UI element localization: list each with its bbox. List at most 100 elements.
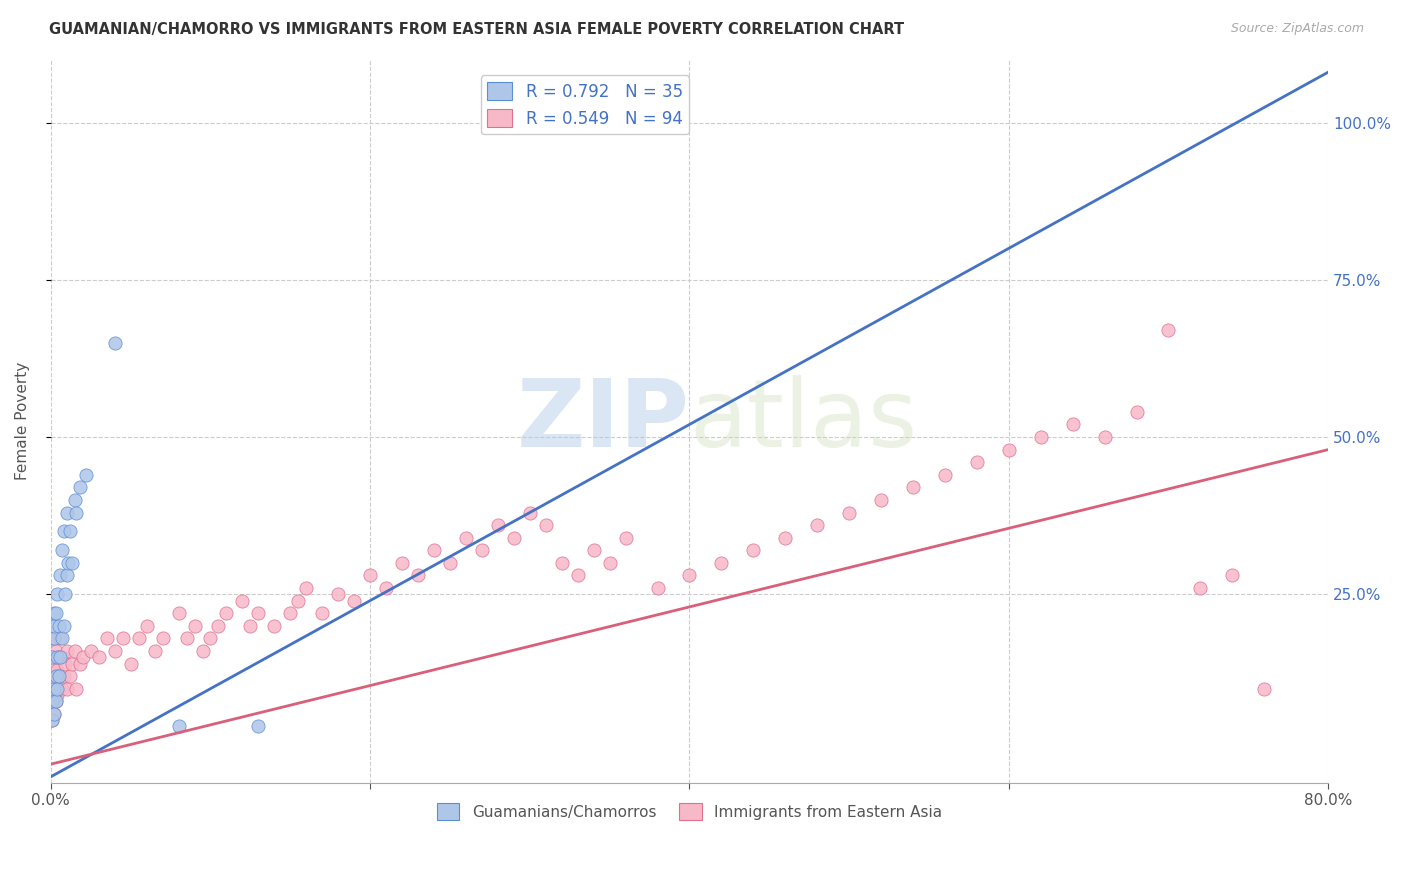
Point	[1157, 323, 1180, 337]
Point	[901, 480, 924, 494]
Point	[328, 587, 350, 601]
Point	[48, 650, 70, 665]
Point	[391, 556, 413, 570]
Point	[454, 531, 477, 545]
Point	[406, 568, 429, 582]
Point	[63, 644, 86, 658]
Point	[614, 531, 637, 545]
Point	[1220, 568, 1243, 582]
Point	[176, 632, 198, 646]
Point	[775, 531, 797, 545]
Point	[111, 632, 134, 646]
Point	[295, 581, 318, 595]
Point	[45, 644, 67, 658]
Point	[678, 568, 700, 582]
Point	[806, 518, 828, 533]
Point	[48, 681, 70, 696]
Point	[56, 506, 79, 520]
Point	[65, 681, 87, 696]
Point	[48, 669, 70, 683]
Point	[45, 669, 67, 683]
Point	[1253, 681, 1275, 696]
Text: Source: ZipAtlas.com: Source: ZipAtlas.com	[1230, 22, 1364, 36]
Point	[247, 606, 270, 620]
Point	[69, 480, 91, 494]
Point	[46, 650, 69, 665]
Point	[96, 632, 118, 646]
Point	[42, 619, 65, 633]
Point	[75, 467, 97, 482]
Point	[49, 650, 72, 665]
Point	[49, 568, 72, 582]
Point	[52, 619, 75, 633]
Point	[51, 543, 73, 558]
Point	[120, 657, 142, 671]
Point	[41, 694, 63, 708]
Point	[486, 518, 509, 533]
Point	[551, 556, 574, 570]
Point	[207, 619, 229, 633]
Point	[191, 644, 214, 658]
Point	[42, 681, 65, 696]
Point	[519, 506, 541, 520]
Text: GUAMANIAN/CHAMORRO VS IMMIGRANTS FROM EASTERN ASIA FEMALE POVERTY CORRELATION CH: GUAMANIAN/CHAMORRO VS IMMIGRANTS FROM EA…	[49, 22, 904, 37]
Point	[1094, 430, 1116, 444]
Point	[53, 657, 76, 671]
Point	[46, 688, 69, 702]
Point	[375, 581, 398, 595]
Point	[42, 632, 65, 646]
Point	[231, 593, 253, 607]
Point	[72, 650, 94, 665]
Point	[359, 568, 381, 582]
Point	[69, 657, 91, 671]
Point	[343, 593, 366, 607]
Text: atlas: atlas	[689, 376, 918, 467]
Point	[45, 694, 67, 708]
Point	[56, 681, 79, 696]
Point	[45, 606, 67, 620]
Point	[135, 619, 157, 633]
Point	[104, 335, 127, 350]
Point	[311, 606, 333, 620]
Point	[42, 606, 65, 620]
Point	[143, 644, 166, 658]
Point	[51, 650, 73, 665]
Legend: Guamanians/Chamorros, Immigrants from Eastern Asia: Guamanians/Chamorros, Immigrants from Ea…	[430, 797, 949, 826]
Point	[45, 694, 67, 708]
Y-axis label: Female Poverty: Female Poverty	[15, 362, 30, 481]
Point	[42, 681, 65, 696]
Point	[53, 587, 76, 601]
Point	[247, 719, 270, 733]
Point	[42, 632, 65, 646]
Point	[56, 644, 79, 658]
Point	[439, 556, 461, 570]
Point	[239, 619, 262, 633]
Point	[49, 632, 72, 646]
Point	[52, 524, 75, 539]
Point	[870, 492, 893, 507]
Point	[534, 518, 557, 533]
Point	[56, 568, 79, 582]
Point	[1062, 417, 1084, 432]
Point	[742, 543, 765, 558]
Point	[710, 556, 733, 570]
Point	[49, 669, 72, 683]
Point	[48, 619, 70, 633]
Point	[567, 568, 589, 582]
Point	[65, 506, 87, 520]
Point	[167, 606, 190, 620]
Point	[1029, 430, 1052, 444]
Point	[41, 713, 63, 727]
Point	[41, 650, 63, 665]
Point	[167, 719, 190, 733]
Point	[42, 706, 65, 721]
Point	[278, 606, 301, 620]
Point	[41, 694, 63, 708]
Point	[263, 619, 285, 633]
Point	[60, 657, 83, 671]
Point	[934, 467, 956, 482]
Point	[41, 632, 63, 646]
Point	[998, 442, 1021, 457]
Point	[471, 543, 494, 558]
Point	[52, 669, 75, 683]
